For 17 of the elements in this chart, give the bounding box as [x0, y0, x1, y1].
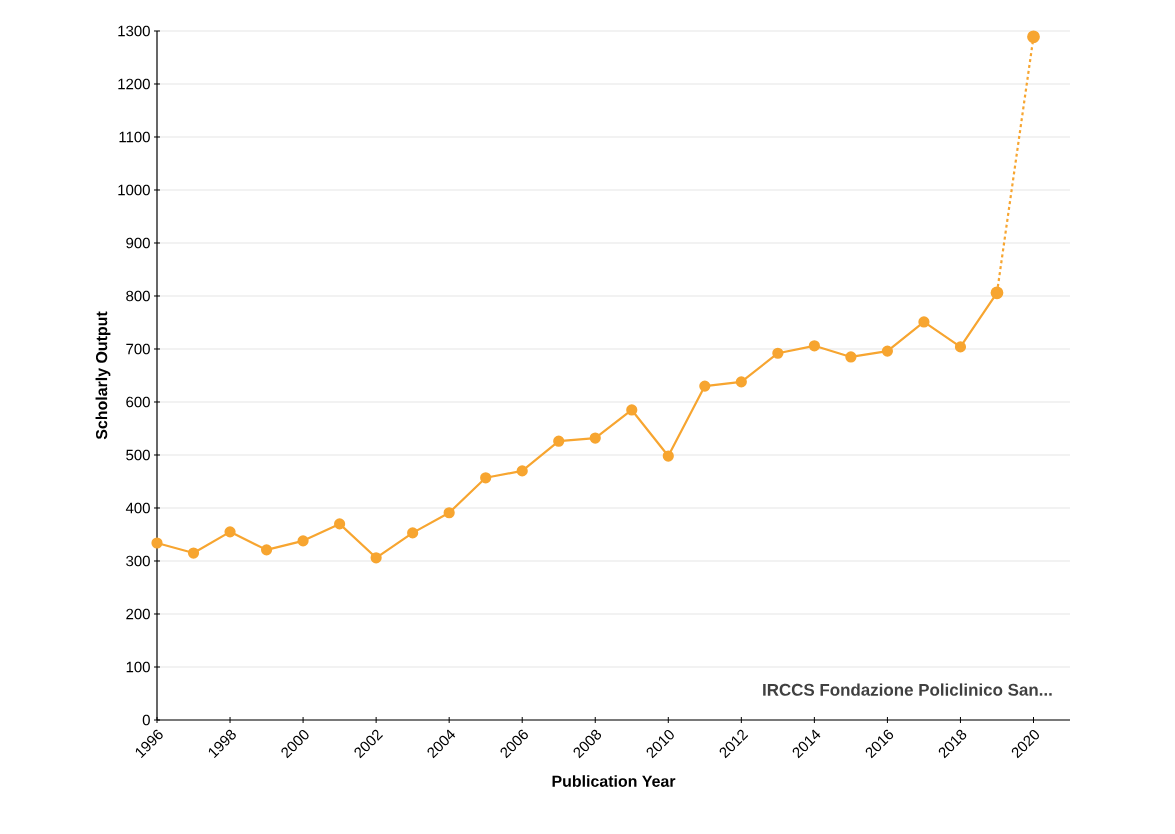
y-tick-label: 600: [126, 396, 150, 408]
y-tick-label: 1300: [118, 25, 150, 37]
y-axis-title: Scholarly Output: [95, 311, 111, 440]
x-axis-title: Publication Year: [552, 775, 676, 787]
y-tick-label: 100: [126, 661, 150, 673]
y-tick-label: 300: [126, 555, 150, 567]
y-tick-label: 500: [126, 449, 150, 461]
y-tick-label: 200: [126, 608, 150, 620]
y-tick-label: 1100: [119, 131, 150, 143]
y-tick-label: 0: [142, 714, 150, 726]
y-tick-label: 800: [126, 290, 150, 302]
y-tick-label: 700: [126, 343, 150, 355]
y-tick-label: 1000: [118, 184, 150, 196]
y-tick-label: 1200: [118, 78, 150, 90]
y-tick-label: 900: [126, 237, 150, 249]
y-tick-label: 400: [125, 502, 150, 514]
annotation: IRCCS Fondazione Policlinico San...: [763, 683, 1052, 696]
